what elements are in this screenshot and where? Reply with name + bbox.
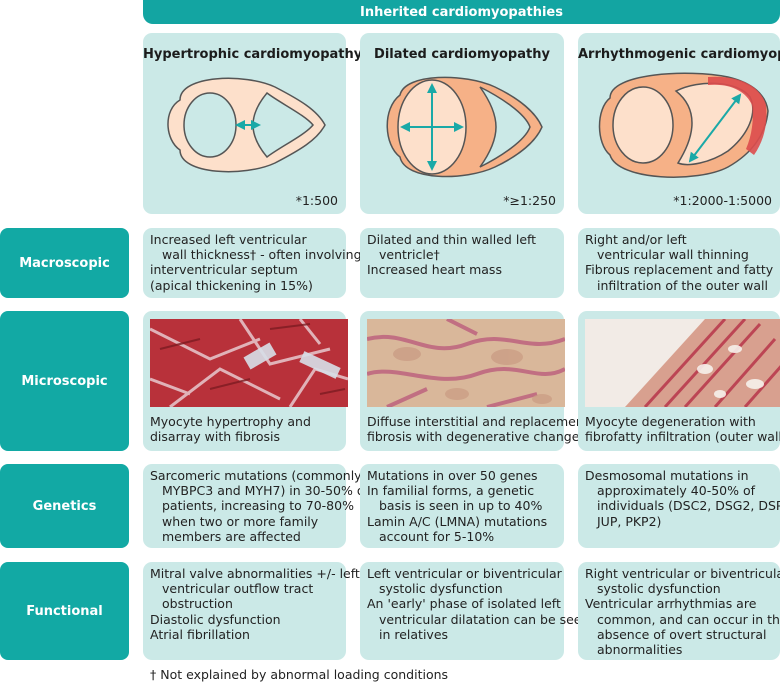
cell-text-line: Right and/or left bbox=[585, 232, 687, 247]
acm-genetics-cell: Desmosomal mutations in approximately 40… bbox=[578, 464, 780, 548]
dcm-functional-cell: Left ventricular or biventricular systol… bbox=[360, 562, 590, 660]
cell-text-line: Myocyte hypertrophy and bbox=[150, 414, 311, 429]
cell-text-line: account for 5-10% bbox=[379, 528, 495, 544]
cell-text-line: JUP, PKP2) bbox=[597, 513, 662, 529]
acm-title: Arrhythmogenic cardiomyopathy bbox=[578, 47, 780, 62]
dcm-histology-image bbox=[367, 319, 565, 407]
cell-text-line: Ventricular arrhythmias are bbox=[585, 596, 757, 612]
cell-text-line: members are affected bbox=[162, 528, 301, 544]
cell-text-line: common, and can occur in the bbox=[597, 611, 780, 627]
acm-microscopic-cell: Myocyte degeneration with fibrofatty inf… bbox=[578, 311, 780, 451]
cell-text-line: fibrosis with degenerative changes bbox=[367, 429, 586, 445]
hcm-genetics-cell: Sarcomeric mutations (commonly MYBPC3 an… bbox=[143, 464, 369, 548]
hcm-macroscopic-cell: Increased left ventricular wall thicknes… bbox=[143, 228, 362, 298]
cell-text-line: approximately 40-50% of bbox=[597, 483, 756, 499]
dcm-heart-illustration bbox=[386, 76, 543, 178]
dcm-macroscopic-cell: Dilated and thin walled left ventricle† … bbox=[360, 228, 564, 298]
diagram-title-banner: Inherited cardiomyopathies bbox=[143, 0, 780, 24]
cell-text-line: ventricular outflow tract bbox=[162, 581, 314, 597]
acm-prevalence: *1:2000-1:5000 bbox=[673, 193, 772, 208]
cell-text-line: wall thickness† - often involving bbox=[162, 247, 362, 263]
dcm-microscopic-caption: Diffuse interstitial and replacement fib… bbox=[367, 414, 589, 444]
cell-text-line: Atrial fibrillation bbox=[150, 626, 250, 642]
hcm-prevalence: *1:500 bbox=[295, 193, 338, 208]
cell-text-line: absence of overt structural bbox=[597, 626, 767, 642]
cell-text-line: ventricular wall thinning bbox=[597, 247, 749, 263]
cell-text-line: Dilated and thin walled left bbox=[367, 232, 537, 247]
cell-text-line: Myocyte degeneration with bbox=[585, 414, 756, 429]
cell-text-line: individuals (DSC2, DSG2, DSP, bbox=[597, 498, 780, 514]
row-label-microscopic: Microscopic bbox=[0, 311, 129, 451]
hcm-microscopic-cell: Myocyte hypertrophy and disarray with fi… bbox=[143, 311, 348, 451]
row-label-macroscopic: Macroscopic bbox=[0, 228, 129, 298]
hcm-histology-image bbox=[150, 319, 348, 407]
cell-text-line: fibrofatty infiltration (outer wall) bbox=[585, 429, 780, 445]
cell-text-line: ventricle† bbox=[379, 247, 440, 263]
cell-text-line: in relatives bbox=[379, 626, 449, 642]
cell-text-line: ventricular dilatation can be seen bbox=[379, 611, 590, 627]
acm-microscopic-caption: Myocyte degeneration with fibrofatty inf… bbox=[585, 414, 780, 444]
cell-text-line: MYBPC3 and MYH7) in 30-50% of bbox=[162, 483, 369, 499]
cell-text-line: In familial forms, a genetic bbox=[367, 483, 535, 499]
cell-text-line: abnormalities bbox=[597, 642, 683, 658]
acm-heart-illustration bbox=[598, 72, 769, 178]
hcm-title: Hypertrophic cardiomyopathy bbox=[143, 47, 363, 62]
cell-text-line: Mitral valve abnormalities +/- left bbox=[150, 566, 360, 581]
cell-text-line: interventricular septum bbox=[150, 262, 298, 278]
dcm-title: Dilated cardiomyopathy bbox=[374, 47, 550, 62]
cell-text-line: Increased heart mass bbox=[367, 262, 502, 278]
footnote: † Not explained by abnormal loading cond… bbox=[150, 667, 449, 682]
cell-text-line: Mutations in over 50 genes bbox=[367, 468, 538, 483]
cell-text-line: Left ventricular or biventricular bbox=[367, 566, 562, 581]
acm-functional-cell: Right ventricular or biventricular systo… bbox=[578, 562, 780, 660]
cell-text-line: Sarcomeric mutations (commonly bbox=[150, 468, 362, 483]
cell-text-line: obstruction bbox=[162, 596, 233, 612]
cell-text-line: Increased left ventricular bbox=[150, 232, 307, 247]
row-label-functional: Functional bbox=[0, 562, 129, 660]
cell-text-line: systolic dysfunction bbox=[597, 581, 721, 597]
cell-text-line: systolic dysfunction bbox=[379, 581, 503, 597]
cell-text-line: Fibrous replacement and fatty bbox=[585, 262, 774, 278]
dcm-prevalence: *≥1:250 bbox=[503, 193, 556, 208]
hcm-functional-cell: Mitral valve abnormalities +/- left vent… bbox=[143, 562, 360, 660]
dcm-header-panel: Dilated cardiomyopathy *≥1:250 bbox=[360, 33, 564, 214]
hcm-heart-illustration bbox=[167, 77, 326, 173]
cell-text-line: Diffuse interstitial and replacement bbox=[367, 414, 589, 429]
acm-header-panel: Arrhythmogenic cardiomyopathy *1:2000-1:… bbox=[578, 33, 780, 214]
dcm-genetics-cell: Mutations in over 50 genes In familial f… bbox=[360, 464, 564, 548]
hcm-header-panel: Hypertrophic cardiomyopathy *1:500 bbox=[143, 33, 363, 214]
row-label-genetics: Genetics bbox=[0, 464, 129, 548]
cell-text-line: (apical thickening in 15%) bbox=[150, 277, 313, 293]
cell-text-line: Diastolic dysfunction bbox=[150, 611, 281, 627]
cell-text-line: An 'early' phase of isolated left bbox=[367, 596, 561, 612]
hcm-microscopic-caption: Myocyte hypertrophy and disarray with fi… bbox=[150, 414, 311, 444]
cell-text-line: Desmosomal mutations in bbox=[585, 468, 749, 483]
acm-macroscopic-cell: Right and/or left ventricular wall thinn… bbox=[578, 228, 780, 298]
cell-text-line: Right ventricular or biventricular bbox=[585, 566, 780, 581]
cell-text-line: patients, increasing to 70-80% bbox=[162, 498, 354, 514]
acm-histology-image bbox=[585, 319, 780, 407]
cell-text-line: disarray with fibrosis bbox=[150, 429, 280, 445]
cell-text-line: when two or more family bbox=[162, 513, 319, 529]
cell-text-line: infiltration of the outer wall bbox=[597, 277, 768, 293]
dcm-microscopic-cell: Diffuse interstitial and replacement fib… bbox=[360, 311, 589, 451]
cell-text-line: basis is seen in up to 40% bbox=[379, 498, 543, 514]
cell-text-line: Lamin A/C (LMNA) mutations bbox=[367, 513, 548, 529]
